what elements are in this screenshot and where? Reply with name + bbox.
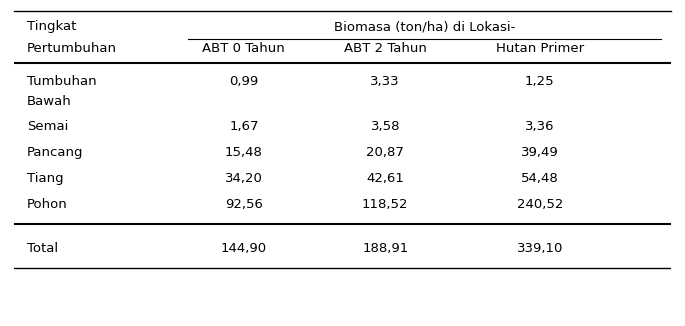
Text: ABT 2 Tahun: ABT 2 Tahun — [344, 42, 427, 55]
Text: Bawah: Bawah — [27, 95, 72, 108]
Text: 20,87: 20,87 — [366, 145, 404, 158]
Text: 240,52: 240,52 — [516, 198, 563, 211]
Text: Hutan Primer: Hutan Primer — [496, 42, 584, 55]
Text: 15,48: 15,48 — [225, 145, 263, 158]
Text: 3,36: 3,36 — [525, 120, 555, 133]
Text: 188,91: 188,91 — [362, 242, 408, 255]
Text: 0,99: 0,99 — [229, 75, 258, 88]
Text: 118,52: 118,52 — [362, 198, 408, 211]
Text: 339,10: 339,10 — [516, 242, 563, 255]
Text: ABT 0 Tahun: ABT 0 Tahun — [203, 42, 285, 55]
Text: 34,20: 34,20 — [225, 171, 263, 185]
Text: Total: Total — [27, 242, 58, 255]
Text: 42,61: 42,61 — [366, 171, 404, 185]
Text: Pancang: Pancang — [27, 145, 84, 158]
Text: 92,56: 92,56 — [225, 198, 263, 211]
Text: 3,33: 3,33 — [371, 75, 400, 88]
Text: 39,49: 39,49 — [521, 145, 559, 158]
Text: Semai: Semai — [27, 120, 68, 133]
Text: 144,90: 144,90 — [221, 242, 267, 255]
Text: Tingkat: Tingkat — [27, 20, 76, 33]
Text: 3,58: 3,58 — [371, 120, 400, 133]
Text: 1,25: 1,25 — [525, 75, 555, 88]
Text: Tumbuhan: Tumbuhan — [27, 75, 97, 88]
Text: Tiang: Tiang — [27, 171, 64, 185]
Text: 54,48: 54,48 — [521, 171, 559, 185]
Text: Biomasa (ton/ha) di Lokasi-: Biomasa (ton/ha) di Lokasi- — [334, 20, 515, 33]
Text: 1,67: 1,67 — [229, 120, 259, 133]
Text: Pohon: Pohon — [27, 198, 68, 211]
Text: Pertumbuhan: Pertumbuhan — [27, 42, 117, 55]
